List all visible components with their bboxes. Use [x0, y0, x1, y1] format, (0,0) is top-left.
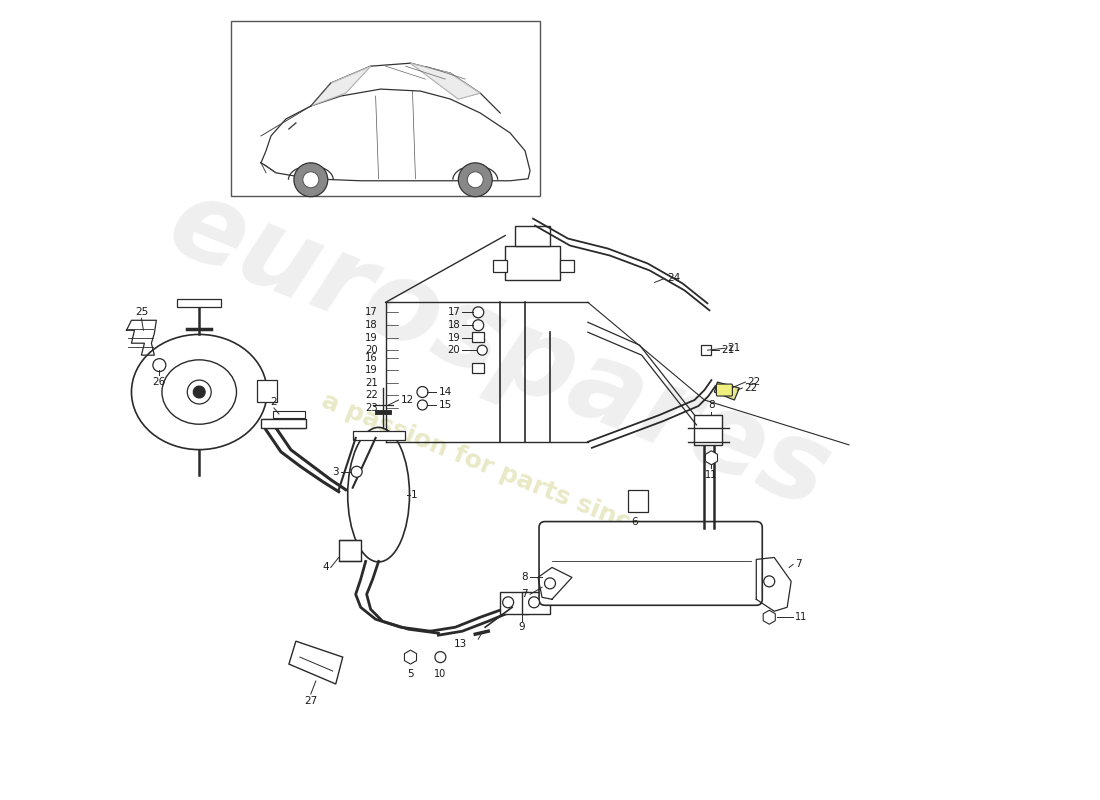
Text: 17: 17 [365, 307, 377, 318]
Polygon shape [763, 610, 776, 624]
Text: 27: 27 [305, 696, 318, 706]
Text: 9: 9 [519, 622, 526, 632]
Polygon shape [757, 558, 791, 611]
Text: 12: 12 [400, 395, 414, 405]
Circle shape [294, 163, 328, 197]
Polygon shape [410, 63, 481, 99]
Text: 6: 6 [631, 517, 638, 526]
Circle shape [473, 307, 484, 318]
Circle shape [503, 597, 514, 608]
Text: 21: 21 [727, 343, 740, 353]
Text: 1: 1 [410, 490, 417, 500]
FancyBboxPatch shape [716, 384, 733, 396]
Circle shape [477, 345, 487, 355]
Text: 8: 8 [521, 572, 528, 582]
Text: 21: 21 [722, 345, 735, 355]
Text: 13: 13 [453, 639, 466, 649]
Circle shape [468, 172, 483, 188]
FancyBboxPatch shape [539, 522, 762, 606]
Circle shape [153, 358, 166, 371]
Bar [256, 380, 277, 402]
Bar [177, 298, 221, 306]
Bar [472, 332, 484, 342]
Text: 19: 19 [448, 334, 460, 343]
Bar [273, 411, 305, 418]
Text: 22: 22 [365, 390, 377, 400]
Text: 11: 11 [705, 470, 717, 480]
Bar [339, 539, 361, 562]
Bar [493, 261, 507, 273]
Bar [500, 592, 528, 614]
Text: 17: 17 [448, 307, 460, 318]
Text: 22: 22 [745, 383, 758, 393]
Text: 7: 7 [521, 590, 528, 599]
Circle shape [187, 380, 211, 404]
Text: 21: 21 [365, 378, 377, 388]
Circle shape [418, 400, 428, 410]
Text: 5: 5 [407, 669, 414, 679]
Bar [694, 415, 723, 445]
Circle shape [194, 386, 206, 398]
Bar [560, 261, 574, 273]
Text: 18: 18 [448, 320, 460, 330]
Polygon shape [538, 567, 572, 599]
Text: 24: 24 [668, 274, 681, 283]
Text: eurospares: eurospares [154, 169, 846, 531]
Bar [505, 246, 560, 281]
Circle shape [459, 163, 492, 197]
Text: 4: 4 [322, 562, 329, 573]
Circle shape [763, 576, 774, 587]
Text: 22: 22 [747, 377, 760, 387]
Text: 16: 16 [365, 353, 377, 363]
Text: 3: 3 [332, 466, 339, 477]
Text: 15: 15 [439, 400, 452, 410]
Text: 23: 23 [365, 403, 377, 413]
Bar [472, 363, 484, 373]
Polygon shape [311, 66, 371, 106]
Text: 19: 19 [365, 334, 377, 343]
Bar [515, 226, 550, 246]
Circle shape [544, 578, 556, 589]
Bar [702, 345, 712, 355]
Circle shape [417, 386, 428, 398]
Text: 7: 7 [795, 559, 802, 570]
Text: 25: 25 [135, 307, 149, 318]
Polygon shape [405, 650, 417, 664]
Text: 11: 11 [795, 612, 807, 622]
Text: 18: 18 [365, 320, 377, 330]
Bar [263, 419, 305, 428]
Bar [628, 490, 648, 512]
Text: 26: 26 [153, 377, 166, 387]
Text: 10: 10 [434, 669, 447, 679]
Bar [522, 592, 550, 614]
Polygon shape [705, 451, 717, 465]
Text: 20: 20 [365, 345, 377, 355]
Bar [261, 419, 306, 428]
Circle shape [351, 466, 362, 478]
Polygon shape [289, 641, 343, 684]
Text: 8: 8 [708, 400, 715, 410]
Bar [231, 22, 540, 196]
Text: 20: 20 [448, 345, 460, 355]
Text: 14: 14 [439, 387, 452, 397]
Circle shape [434, 652, 446, 662]
Text: 2: 2 [271, 397, 277, 407]
Bar [353, 431, 405, 440]
Text: 19: 19 [365, 365, 377, 375]
Circle shape [529, 597, 539, 608]
Circle shape [473, 320, 484, 330]
Polygon shape [714, 382, 739, 400]
Circle shape [302, 172, 319, 188]
Text: a passion for parts since 1985: a passion for parts since 1985 [318, 389, 722, 570]
